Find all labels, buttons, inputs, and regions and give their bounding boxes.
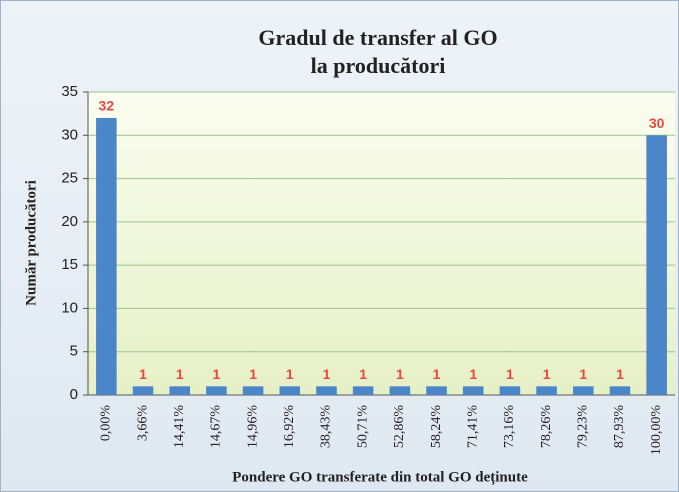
x-tick-label: 100,00% xyxy=(649,405,664,456)
y-axis-label: Număr producători xyxy=(23,180,39,306)
y-tick-label: 35 xyxy=(61,83,78,100)
data-label: 1 xyxy=(469,366,477,382)
bar xyxy=(462,386,484,395)
bar xyxy=(352,386,374,395)
x-tick-label: 3,66% xyxy=(135,405,150,442)
data-label: 1 xyxy=(616,366,624,382)
data-label: 1 xyxy=(323,366,331,382)
x-tick-label: 79,23% xyxy=(576,405,591,449)
x-tick-label: 52,86% xyxy=(392,405,407,449)
data-label: 32 xyxy=(99,98,115,114)
x-tick-label: 0,00% xyxy=(99,405,114,442)
bar xyxy=(132,386,154,395)
data-label: 1 xyxy=(176,366,184,382)
x-tick-label: 14,41% xyxy=(172,405,187,449)
y-tick-label: 25 xyxy=(61,170,78,187)
data-label: 1 xyxy=(579,366,587,382)
bar xyxy=(646,135,667,396)
y-tick-label: 15 xyxy=(61,256,78,273)
chart-title: la producători xyxy=(311,53,446,78)
x-tick-label: 50,71% xyxy=(355,405,370,449)
x-tick-label: 87,93% xyxy=(612,405,627,449)
data-label: 1 xyxy=(213,366,221,382)
bar xyxy=(389,386,411,395)
bar xyxy=(426,386,447,395)
bar xyxy=(316,386,337,395)
data-label: 1 xyxy=(286,366,294,382)
y-tick-label: 20 xyxy=(61,213,78,230)
data-label: 1 xyxy=(249,366,257,382)
x-tick-label: 71,41% xyxy=(465,405,480,449)
x-tick-label: 78,26% xyxy=(539,405,554,449)
data-label: 1 xyxy=(506,366,514,382)
x-tick-label: 38,43% xyxy=(319,405,334,449)
x-tick-label: 16,92% xyxy=(282,405,297,449)
bar xyxy=(499,386,521,395)
bar xyxy=(96,117,117,395)
x-tick-label: 14,96% xyxy=(245,405,260,449)
bar xyxy=(206,386,227,395)
x-axis-label: Pondere GO transferate din total GO deți… xyxy=(232,469,528,485)
bar xyxy=(279,386,301,395)
x-tick-label: 14,67% xyxy=(209,405,224,449)
data-label: 1 xyxy=(359,366,367,382)
bar xyxy=(169,386,190,395)
data-label: 1 xyxy=(139,366,147,382)
data-label: 1 xyxy=(396,366,404,382)
data-label: 1 xyxy=(433,366,441,382)
bar xyxy=(609,386,631,395)
bar xyxy=(536,386,557,395)
data-label: 30 xyxy=(649,115,665,131)
data-label: 1 xyxy=(543,366,551,382)
y-tick-label: 0 xyxy=(70,386,78,403)
y-tick-label: 30 xyxy=(61,126,78,143)
x-tick-label: 58,24% xyxy=(429,405,444,449)
bar xyxy=(573,386,594,395)
y-tick-label: 5 xyxy=(70,343,78,360)
bar xyxy=(242,386,264,395)
y-tick-label: 10 xyxy=(61,299,78,316)
plot-area xyxy=(88,92,675,395)
x-tick-label: 73,16% xyxy=(502,405,517,449)
chart-title: Gradul de transfer al GO xyxy=(258,25,497,50)
